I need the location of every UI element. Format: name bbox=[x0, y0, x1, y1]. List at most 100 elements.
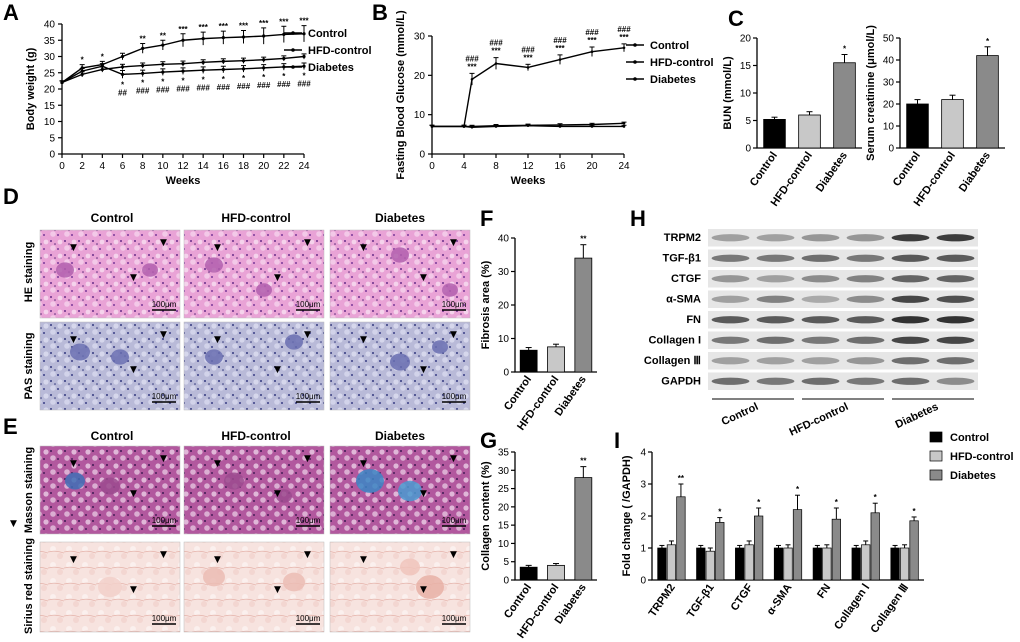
data-point bbox=[590, 125, 594, 128]
blot-band bbox=[711, 316, 750, 324]
significance-mark: *** bbox=[555, 44, 565, 53]
blot-band bbox=[936, 295, 975, 303]
blot-band bbox=[711, 275, 750, 283]
arrowhead-marker: ▼ bbox=[420, 273, 427, 283]
legend-swatch bbox=[929, 450, 943, 462]
bar-control bbox=[735, 547, 745, 581]
blot-band bbox=[801, 275, 840, 283]
tissue-feature bbox=[205, 257, 223, 273]
tissue-feature bbox=[65, 472, 85, 490]
arrowhead-marker: ▼ bbox=[70, 555, 77, 565]
data-point bbox=[241, 59, 246, 63]
bar-control bbox=[519, 349, 538, 373]
data-point bbox=[120, 72, 125, 76]
tissue-feature bbox=[391, 247, 409, 263]
y-tick-label: 30 bbox=[883, 78, 895, 89]
significance-mark: * bbox=[242, 74, 246, 83]
band-label: TRPM2 bbox=[664, 232, 701, 244]
significance-mark: *** bbox=[198, 23, 208, 32]
arrowhead-marker: ▼ bbox=[274, 273, 281, 283]
blot-band bbox=[891, 234, 930, 242]
tissue-feature bbox=[256, 283, 272, 297]
y-tick-label: 4 bbox=[640, 448, 646, 459]
data-point bbox=[590, 50, 594, 54]
legend-marker bbox=[291, 31, 295, 35]
data-point bbox=[80, 72, 84, 76]
arrowhead-marker: ▼ bbox=[130, 489, 137, 499]
arrowhead-marker: ▼ bbox=[304, 454, 311, 464]
significance-mark: * bbox=[121, 80, 125, 89]
data-point bbox=[494, 62, 498, 65]
data-point bbox=[181, 62, 185, 66]
significance-mark: * bbox=[222, 75, 226, 84]
legend-marker bbox=[633, 43, 637, 47]
arrowhead-marker: ▼ bbox=[304, 330, 311, 340]
blot-band bbox=[756, 254, 795, 262]
bar-control bbox=[696, 547, 706, 581]
blot-band bbox=[891, 377, 930, 385]
significance-mark: ### bbox=[521, 45, 535, 54]
x-tick-label: 4 bbox=[100, 161, 106, 172]
significance-mark: ### bbox=[585, 28, 599, 37]
data-point bbox=[201, 68, 205, 72]
group-label: Control bbox=[720, 401, 761, 428]
significance-mark: ### bbox=[465, 54, 479, 63]
arrowhead-marker: ▼ bbox=[214, 459, 221, 469]
significance-mark: * bbox=[913, 507, 917, 516]
tissue-feature bbox=[442, 283, 458, 297]
x-axis-label: Weeks bbox=[166, 175, 201, 187]
arrowhead-marker: ▼ bbox=[274, 365, 281, 375]
arrowhead-marker: ▼ bbox=[70, 243, 77, 253]
bar-diabetes bbox=[574, 257, 593, 373]
data-point bbox=[181, 38, 185, 42]
legend-label: HFD-control bbox=[950, 451, 1014, 463]
significance-mark: ### bbox=[257, 81, 271, 90]
legend-marker bbox=[291, 48, 295, 52]
significance-mark: * bbox=[843, 45, 847, 54]
x-tick-label: 18 bbox=[238, 161, 250, 172]
data-point bbox=[80, 69, 84, 73]
x-tick-label: 20 bbox=[586, 161, 598, 172]
blot-band bbox=[756, 295, 795, 303]
arrowhead-marker: ▼ bbox=[160, 238, 167, 248]
category-label: Control bbox=[748, 150, 780, 189]
blot-band bbox=[936, 336, 975, 344]
y-tick-label: 0 bbox=[419, 150, 425, 161]
x-tick-label: 0 bbox=[59, 161, 65, 172]
y-tick-label: 15 bbox=[44, 101, 56, 112]
blot-band bbox=[846, 275, 885, 283]
y-tick-label: 5 bbox=[49, 133, 55, 144]
legend-label: Control bbox=[950, 432, 989, 444]
band-label: Collagen I bbox=[648, 335, 701, 347]
tissue-feature bbox=[276, 489, 292, 503]
y-tick-label: 10 bbox=[498, 539, 510, 550]
panel-label-i: I bbox=[614, 428, 620, 453]
data-point bbox=[221, 67, 225, 72]
bar-control bbox=[519, 566, 538, 581]
y-tick-label: 20 bbox=[740, 34, 752, 45]
bar-hfd-control bbox=[899, 547, 910, 581]
data-point bbox=[622, 125, 626, 128]
tissue-feature bbox=[98, 576, 122, 598]
data-point bbox=[141, 64, 145, 68]
blot-band bbox=[711, 336, 750, 344]
blot-band bbox=[846, 357, 885, 365]
y-tick-label: 10 bbox=[498, 334, 510, 345]
y-tick-label: 30 bbox=[498, 466, 510, 477]
group-label: Diabetes bbox=[894, 401, 941, 431]
legend-label: Diabetes bbox=[650, 74, 696, 86]
hist-e-row-sirius: Sirius red staining bbox=[23, 538, 35, 634]
tissue-feature bbox=[100, 477, 120, 495]
tissue-feature bbox=[390, 353, 410, 371]
arrowhead-marker: ▼ bbox=[450, 454, 457, 464]
x-tick-label: 22 bbox=[278, 161, 290, 172]
blot-band bbox=[711, 377, 750, 385]
band-label: α-SMA bbox=[666, 294, 701, 306]
y-tick-label: 40 bbox=[44, 20, 56, 31]
data-point bbox=[262, 66, 266, 70]
y-tick-label: 10 bbox=[883, 122, 895, 133]
significance-mark: *** bbox=[587, 36, 597, 45]
band-label: CTGF bbox=[671, 273, 701, 285]
